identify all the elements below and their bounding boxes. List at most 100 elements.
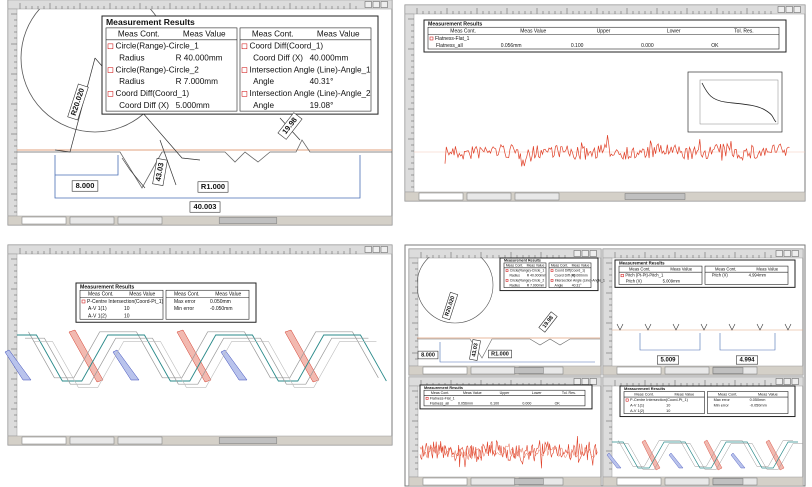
pitch-marker bbox=[784, 323, 792, 331]
column-header: Meas Value bbox=[129, 292, 155, 298]
table-cell: 0.056mm bbox=[501, 43, 522, 49]
inset-graph bbox=[687, 71, 783, 133]
row-icon bbox=[550, 269, 554, 272]
table-cell: 0.000 bbox=[641, 43, 654, 49]
column-header: Lower bbox=[532, 391, 543, 395]
column-header: Lower bbox=[667, 29, 681, 35]
dimension-label: 43.03 bbox=[153, 162, 165, 182]
dimension-box bbox=[736, 355, 758, 365]
column-header: Tol. Res. bbox=[562, 391, 576, 395]
column-header: Meas Value bbox=[215, 292, 241, 298]
column-header: Meas Value bbox=[670, 267, 692, 272]
window-button bbox=[380, 246, 388, 253]
column-header: Meas Cont. bbox=[252, 30, 294, 39]
table-group bbox=[623, 391, 705, 414]
table-cell: Max error bbox=[714, 398, 731, 402]
deviation-shade bbox=[730, 452, 746, 469]
column-header: Meas Cont. bbox=[629, 267, 650, 272]
table-title: Measurement Results bbox=[106, 17, 195, 27]
table-group bbox=[548, 262, 592, 288]
table-group bbox=[239, 27, 372, 112]
tab bbox=[422, 477, 468, 486]
scroll-thumb bbox=[712, 367, 744, 374]
dimension-box bbox=[71, 180, 99, 192]
row-heading: Intersection Angle (Line)-Angle_2 bbox=[250, 89, 372, 98]
row-icon bbox=[107, 91, 114, 97]
dimension-box bbox=[538, 311, 558, 333]
left-ruler bbox=[602, 257, 613, 367]
table-cell: Radius bbox=[509, 273, 520, 277]
table-cell: A-V 1(1) bbox=[88, 306, 107, 312]
row-icon bbox=[505, 279, 509, 282]
column-header: Meas Value bbox=[183, 30, 226, 39]
dimension: R1.000 bbox=[488, 349, 512, 359]
left-ruler bbox=[7, 253, 18, 437]
pitch-marker bbox=[700, 323, 708, 331]
window-button bbox=[364, 1, 372, 8]
tab-bar bbox=[7, 215, 393, 226]
table-box bbox=[423, 19, 787, 53]
window-button bbox=[775, 250, 783, 257]
column-header: Meas Cont. bbox=[88, 292, 114, 298]
top-ruler bbox=[404, 4, 806, 15]
dimension: 40.003 bbox=[189, 201, 221, 213]
scroll-thumb bbox=[218, 217, 278, 224]
window-button bbox=[783, 378, 791, 385]
table-title: Measurement Results bbox=[80, 284, 134, 290]
table-group bbox=[165, 289, 250, 320]
column-header: Meas Cont. bbox=[450, 29, 476, 35]
scroll-thumb bbox=[712, 478, 744, 485]
app-window bbox=[7, 244, 393, 446]
row-heading: Circle(Range)-Circle_1 bbox=[510, 268, 545, 272]
row-heading: Pitch (Pt-Pt)-Pitch_1 bbox=[625, 273, 664, 278]
table-cell: 0.050mm bbox=[210, 299, 231, 305]
column-header: Meas Cont. bbox=[174, 292, 200, 298]
table-cell: 10 bbox=[666, 409, 670, 413]
table-group bbox=[427, 26, 780, 50]
table-group bbox=[704, 265, 789, 285]
window-button bbox=[581, 378, 589, 385]
scroll-thumb bbox=[624, 193, 686, 200]
dimension: 43.03 bbox=[469, 339, 481, 361]
table-cell: Flatness_all bbox=[436, 43, 463, 49]
window-button bbox=[589, 378, 597, 385]
dimension: 8.000 bbox=[417, 350, 439, 360]
table-cell: Radius bbox=[119, 77, 144, 86]
tab-bar bbox=[404, 191, 806, 202]
table-cell: OK bbox=[711, 43, 719, 49]
row-heading: Coord Diff(Coord_1) bbox=[116, 89, 190, 98]
tab bbox=[616, 477, 662, 486]
table-group bbox=[423, 389, 586, 407]
table-cell: OK bbox=[555, 401, 561, 405]
window-button bbox=[785, 6, 793, 13]
table-cell: 0.000 bbox=[522, 401, 531, 405]
row-heading: Intersection Angle (Line)-Angle_1 bbox=[555, 278, 605, 282]
column-header: Meas Value bbox=[572, 264, 590, 268]
inset-plot bbox=[699, 79, 779, 125]
table-title: Measurement Results bbox=[504, 259, 541, 263]
column-header: Meas Value bbox=[674, 393, 694, 397]
inset-curve bbox=[701, 82, 777, 123]
dim-line bbox=[54, 155, 361, 199]
dim-line bbox=[121, 157, 146, 189]
column-header: Meas Value bbox=[758, 393, 778, 397]
table-cell: Angle bbox=[554, 283, 563, 287]
row-heading: Intersection Angle (Line)-Angle_1 bbox=[250, 65, 372, 74]
table-box bbox=[419, 384, 593, 410]
window-button bbox=[372, 1, 380, 8]
dimension: 8.000 bbox=[71, 180, 99, 192]
table-cell: 10 bbox=[124, 313, 130, 319]
table-group bbox=[105, 27, 238, 112]
scroll-thumb bbox=[218, 437, 278, 444]
row-heading: P-Centre Intersection(Coord-Pt_1) bbox=[630, 398, 689, 402]
dimension-label: R1.000 bbox=[201, 182, 225, 191]
left-ruler bbox=[408, 385, 419, 478]
window-button bbox=[380, 1, 388, 8]
left-ruler bbox=[602, 385, 613, 478]
tab bbox=[69, 436, 115, 445]
dim-line bbox=[439, 342, 595, 363]
tab bbox=[418, 192, 464, 201]
table-cell: Coord Diff (X) bbox=[554, 273, 575, 277]
